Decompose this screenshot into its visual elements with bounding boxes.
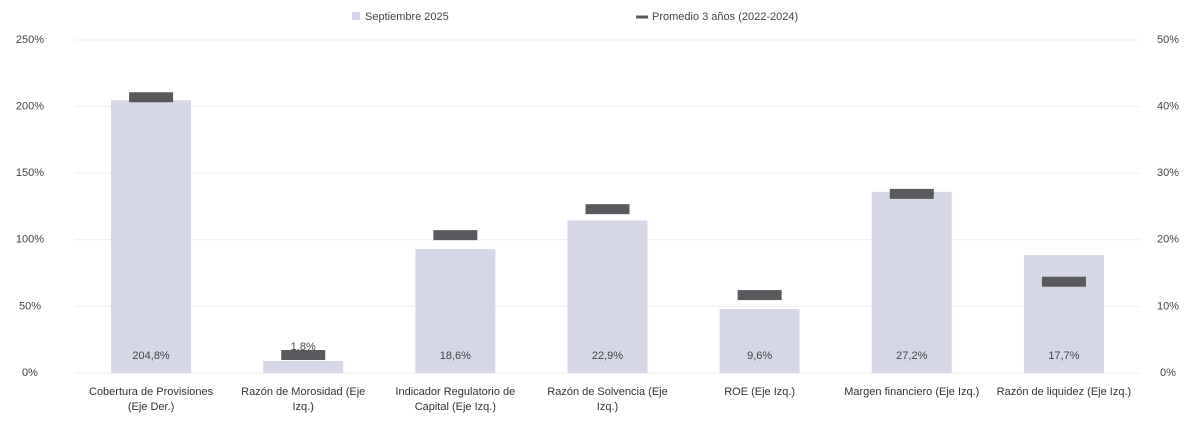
bar [111,100,192,374]
x-tick-label: Razón de Solvencia (Eje Izq.) [547,386,668,413]
average-marker [585,204,630,215]
legend-swatch [352,12,360,20]
bar [415,249,496,373]
x-tick-label: Indicador Regulatorio de Capital (Eje Iz… [395,386,516,413]
x-tick-label: ROE (Eje Izq.) [724,386,796,398]
y-tick-label: 200% [16,101,44,113]
average-marker [1041,276,1086,287]
legend-label: Promedio 3 años (2022-2024) [652,11,798,23]
average-marker [737,290,782,301]
bar [871,191,952,373]
y2-tick-label: 20% [1157,234,1179,246]
value-label: 17,7% [1048,350,1079,362]
average-marker [433,230,478,241]
x-tick-label: Cobertura de Provisiones (Eje Der.) [89,386,214,413]
bar [567,220,648,373]
value-label: 18,6% [440,350,471,362]
average-marker [281,350,326,361]
value-label: 9,6% [747,350,772,362]
average-marker [889,188,934,199]
y2-tick-label: 10% [1157,300,1179,312]
average-marker [129,92,174,103]
y-tick-label: 50% [19,300,41,312]
y-tick-label: 0% [22,367,38,379]
y-tick-label: 100% [16,234,44,246]
value-label: 27,2% [896,350,927,362]
value-label: 1,8% [291,341,316,353]
x-tick-label: Margen financiero (Eje Izq.) [844,386,980,398]
legend-label: Septiembre 2025 [365,11,449,23]
value-label: 22,9% [592,350,623,362]
bar [719,309,800,373]
bar [1023,255,1104,373]
y2-tick-label: 40% [1157,101,1179,113]
y-tick-label: 150% [16,167,44,179]
x-tick-label: Razón de Morosidad (Eje Izq.) [241,386,366,413]
y-tick-label: 250% [16,34,44,46]
y2-tick-label: 30% [1157,167,1179,179]
bar [263,361,344,373]
y2-tick-label: 50% [1157,34,1179,46]
value-label: 204,8% [132,350,170,362]
y2-tick-label: 0% [1160,367,1176,379]
x-tick-label: Razón de liquidez (Eje Izq.) [996,386,1132,398]
